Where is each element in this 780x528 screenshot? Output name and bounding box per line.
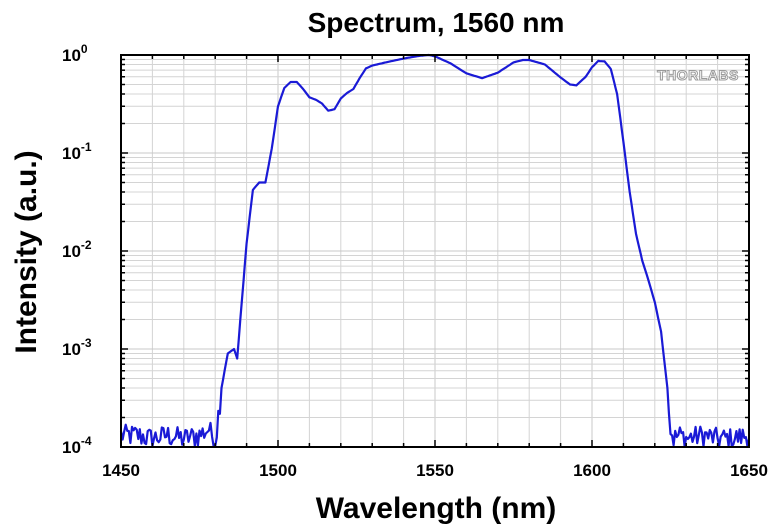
x-tick-label: 1450	[102, 461, 140, 480]
y-axis-label: Intensity (a.u.)	[10, 150, 43, 353]
y-tick-label: 10-2	[62, 238, 92, 261]
x-tick-label: 1650	[730, 461, 768, 480]
thorlabs-logo: THORLABS	[657, 67, 739, 83]
chart-title: Spectrum, 1560 nm	[308, 7, 565, 38]
grid	[121, 55, 749, 447]
x-tick-label: 1600	[573, 461, 611, 480]
x-axis-label: Wavelength (nm)	[316, 492, 557, 525]
y-tick-label: 10-1	[62, 140, 92, 163]
x-tick-label: 1550	[416, 461, 454, 480]
y-tick-label: 10-4	[62, 434, 92, 457]
x-tick-label: 1500	[259, 461, 297, 480]
axis-ticks: 1450 1500 1550 1600 1650 10-4 10-3 10-2 10-1 100	[62, 42, 768, 480]
y-tick-label: 10-3	[62, 336, 92, 359]
y-tick-label: 100	[62, 42, 88, 65]
